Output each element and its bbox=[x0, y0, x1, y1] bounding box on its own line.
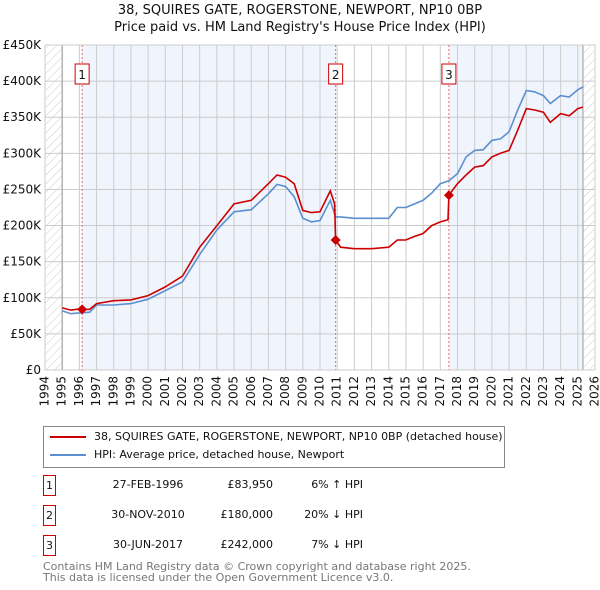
x-tick-label: 1994 bbox=[38, 376, 52, 407]
sale-badge-box bbox=[74, 63, 90, 85]
price-chart: 1994 1995 1996 1997 1998 1999 2000 2001 2002 2003… bbox=[3, 38, 600, 407]
y-tick-label: £0 bbox=[26, 363, 41, 377]
transaction-row: 3 30-JUN-2017 £242,000 7% ↓ HPI bbox=[43, 535, 600, 557]
x-tick-label: 2004 bbox=[209, 376, 223, 407]
y-tick-label: £450K bbox=[3, 38, 43, 52]
x-tick-label: 2005 bbox=[227, 376, 241, 407]
x-tick-label: 2017 bbox=[433, 376, 447, 407]
x-tick-label: 1998 bbox=[106, 376, 120, 407]
transaction-badge: 2 bbox=[43, 505, 56, 526]
y-tick-label: £400K bbox=[3, 74, 43, 88]
legend-label-hpi: HPI: Average price, detached house, Newp… bbox=[94, 448, 345, 461]
x-tick-label: 2011 bbox=[330, 376, 344, 407]
sale-badge-box bbox=[328, 63, 344, 85]
x-tick-label: 1997 bbox=[89, 376, 103, 407]
transaction-badge: 3 bbox=[43, 535, 56, 556]
x-tick-label: 1999 bbox=[123, 376, 137, 407]
y-tick-label: £100K bbox=[3, 291, 43, 305]
sale-point bbox=[443, 190, 454, 201]
y-tick-label: £350K bbox=[3, 110, 43, 124]
no-data-hatch-right bbox=[582, 45, 595, 370]
transaction-badge: 1 bbox=[43, 475, 56, 496]
y-tick-label: £250K bbox=[3, 182, 43, 196]
plot-frame bbox=[44, 44, 596, 371]
sale-badge-label: 1 bbox=[78, 68, 86, 82]
transaction-date: 30-JUN-2017 bbox=[112, 538, 184, 551]
footer: Contains HM Land Registry data © Crown c… bbox=[43, 561, 471, 583]
x-tick-label: 2015 bbox=[398, 376, 412, 407]
y-tick-label: £150K bbox=[3, 255, 43, 269]
hpi-line bbox=[61, 86, 584, 315]
x-tick-label: 2026 bbox=[588, 376, 600, 407]
sale-point bbox=[77, 304, 88, 315]
x-tick-label: 2001 bbox=[158, 376, 172, 407]
x-tick-label: 1996 bbox=[72, 376, 86, 407]
footer-copyright: Contains HM Land Registry data © Crown c… bbox=[43, 560, 471, 573]
price-paid-line bbox=[62, 106, 584, 311]
transaction-date: 27-FEB-1996 bbox=[112, 478, 184, 491]
y-tick-label: £200K bbox=[3, 219, 43, 233]
x-tick-label: 2007 bbox=[261, 376, 275, 407]
transaction-price: £242,000 bbox=[220, 538, 274, 551]
y-tick-label: £300K bbox=[3, 146, 43, 160]
legend-label-property: 38, SQUIRES GATE, ROGERSTONE, NEWPORT, N… bbox=[94, 430, 503, 443]
x-tick-label: 1995 bbox=[55, 376, 69, 407]
legend: 38, SQUIRES GATE, ROGERSTONE, NEWPORT, N… bbox=[43, 426, 505, 468]
chart-title: 38, SQUIRES GATE, ROGERSTONE, NEWPORT, N… bbox=[117, 3, 483, 18]
x-tick-label: 2010 bbox=[313, 376, 327, 407]
x-tick-label: 2013 bbox=[364, 376, 378, 407]
x-tick-label: 2009 bbox=[295, 376, 309, 407]
x-tick-label: 2020 bbox=[484, 376, 498, 407]
x-tick-label: 2021 bbox=[502, 376, 516, 407]
sale-point bbox=[330, 235, 341, 245]
x-tick-label: 2002 bbox=[175, 376, 189, 407]
x-tick-label: 2018 bbox=[450, 376, 464, 407]
transaction-row: 2 30-NOV-2010 £180,000 20% ↓ HPI bbox=[43, 505, 600, 527]
x-tick-label: 2008 bbox=[278, 376, 292, 407]
legend-swatch-red bbox=[50, 435, 86, 438]
transaction-price: £83,950 bbox=[227, 478, 274, 491]
sale-badge-box bbox=[441, 63, 457, 85]
ownership-band-1 bbox=[82, 45, 336, 370]
x-tick-label: 2016 bbox=[416, 376, 430, 407]
footer-licence: This data is licensed under the Open Gov… bbox=[43, 571, 394, 584]
x-tick-label: 2006 bbox=[244, 376, 258, 407]
transaction-hpi: 20% ↓ HPI bbox=[304, 508, 363, 521]
x-tick-label: 2000 bbox=[141, 376, 155, 407]
ownership-band-3 bbox=[448, 45, 583, 370]
transaction-price: £180,000 bbox=[220, 508, 274, 521]
transaction-date: 30-NOV-2010 bbox=[111, 508, 185, 521]
x-tick-label: 2003 bbox=[192, 376, 206, 407]
legend-swatch-blue bbox=[50, 453, 86, 456]
sale-badge-label: 2 bbox=[332, 68, 340, 82]
transaction-hpi: 6% ↑ HPI bbox=[311, 478, 363, 491]
legend-item-property: 38, SQUIRES GATE, ROGERSTONE, NEWPORT, N… bbox=[50, 430, 503, 443]
x-tick-label: 2025 bbox=[570, 376, 584, 407]
x-tick-label: 2014 bbox=[381, 376, 395, 407]
chart-subtitle: Price paid vs. HM Land Registry's House … bbox=[114, 20, 486, 35]
x-tick-label: 2023 bbox=[536, 376, 550, 407]
x-tick-label: 2019 bbox=[467, 376, 481, 407]
x-tick-label: 2012 bbox=[347, 376, 361, 407]
x-tick-label: 2024 bbox=[553, 376, 567, 407]
x-tick-label: 2022 bbox=[519, 376, 533, 407]
transaction-row: 1 27-FEB-1996 £83,950 6% ↑ HPI bbox=[43, 475, 600, 497]
transaction-hpi: 7% ↓ HPI bbox=[311, 538, 363, 551]
sale-badge-label: 3 bbox=[445, 68, 453, 82]
y-tick-label: £50K bbox=[10, 327, 42, 341]
legend-item-hpi: HPI: Average price, detached house, Newp… bbox=[50, 448, 344, 461]
no-data-hatch-left bbox=[45, 45, 63, 370]
